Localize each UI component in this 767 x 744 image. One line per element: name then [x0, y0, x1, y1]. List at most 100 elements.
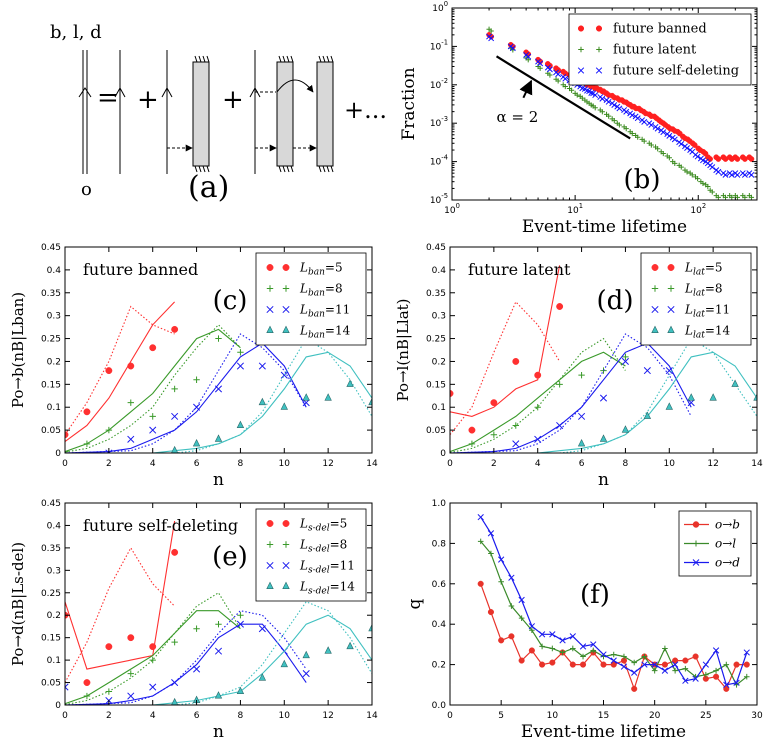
data-point-x	[651, 661, 658, 668]
y-tick-label: 0.2	[432, 661, 446, 671]
data-point-plus	[534, 404, 541, 411]
data-point-plus	[266, 285, 274, 292]
panel-label: (d)	[597, 286, 634, 316]
data-point-plus	[635, 134, 641, 140]
legend-label: o→b	[715, 518, 740, 532]
data-point-x	[620, 663, 628, 670]
data-point-plus	[105, 426, 113, 434]
y-tick-label: 0.1	[47, 656, 61, 666]
data-point-plus	[672, 667, 678, 674]
data-point-x	[508, 574, 515, 581]
chart-panel-e: 0 2 4 6 8 10 12 14 0 0.05 0.1 0.15 0.2 0.25 0.3 0.35 0.4…	[9, 499, 378, 742]
x-tick-label: 100	[444, 202, 460, 216]
series-dotted-line	[174, 601, 372, 705]
data-point-triangle	[171, 445, 179, 453]
data-point-x	[682, 677, 689, 684]
series-future-self-deleting	[486, 33, 755, 178]
x-tick-label: 12	[322, 711, 333, 721]
data-point-x	[280, 371, 288, 379]
plot-area-b	[486, 26, 755, 200]
data-point-x	[266, 305, 274, 314]
data-point-triangle	[192, 438, 201, 447]
x-tick-label: 0	[62, 711, 68, 721]
legend-item: Ls-del=8	[266, 538, 347, 555]
x-tick-label: 4	[535, 459, 541, 469]
data-point-triangle	[236, 420, 245, 429]
series-Ls-del=5	[65, 520, 179, 687]
x-tick-label: 5	[498, 711, 504, 721]
series-Lban=11	[65, 333, 310, 453]
data-point-x	[660, 129, 667, 136]
panel-title: future latent	[468, 260, 571, 279]
data-point-x	[537, 60, 544, 67]
data-point-plus	[508, 603, 515, 609]
data-point-dot	[518, 657, 525, 664]
y-axis-label: q	[405, 598, 425, 609]
x-axis-label: Event-time lifetime	[522, 217, 687, 237]
data-point-triangle	[258, 397, 267, 406]
y-tick-label: 10-5	[430, 192, 448, 206]
series-Llat=11	[450, 333, 695, 453]
data-point-x	[709, 164, 716, 171]
legend: future banned future latent future self-de…	[568, 13, 752, 86]
data-point-dot	[468, 426, 476, 434]
data-point-x	[715, 168, 722, 175]
data-point-plus	[215, 621, 222, 628]
data-point-dot	[83, 679, 91, 687]
data-point-dot	[83, 408, 91, 416]
data-point-x	[509, 45, 516, 52]
panel-title: future self-deleting	[83, 516, 238, 535]
data-point-plus	[722, 194, 729, 200]
data-point-plus	[709, 189, 715, 195]
data-point-plus	[599, 109, 605, 115]
data-point-dot	[498, 637, 505, 644]
x-axis-label: n	[213, 722, 224, 742]
x-tick-label: 20	[649, 711, 661, 721]
data-point-x	[600, 651, 607, 658]
data-point-dot	[490, 399, 498, 407]
data-point-x	[665, 367, 673, 375]
bubble-box-2	[276, 61, 294, 167]
chart-panel-c: 0 2 4 6 8 10 12 14 0 0.05 0.1 0.15 0.2 0.25 0.3 0.35 0.4…	[9, 243, 378, 490]
data-point-x	[671, 661, 679, 668]
y-axis-label: Po→b(nB|Lban)	[9, 292, 27, 408]
x-tick-label: 4	[150, 711, 156, 721]
series-solid-line	[65, 610, 241, 705]
data-point-x	[556, 421, 564, 430]
y-tick-label: 0.2	[47, 611, 61, 621]
data-point-plus	[562, 83, 568, 90]
legend-item: Lban=8	[266, 282, 343, 299]
data-point-x	[599, 95, 606, 102]
y-tick-label: 1.0	[432, 499, 447, 509]
data-point-plus	[171, 638, 178, 646]
equals-sign: =	[97, 83, 119, 113]
legend-label: Llat=8	[684, 282, 723, 299]
y-tick-label: 10-1	[430, 38, 448, 52]
legend-box	[640, 252, 752, 346]
data-point-triangle	[236, 686, 245, 695]
y-tick-label: 0.1	[432, 403, 446, 413]
x-tick-label: 8	[238, 459, 244, 469]
x-tick-label: 30	[751, 711, 763, 721]
data-point-x	[258, 362, 266, 370]
data-point-plus	[282, 285, 290, 292]
series-dotted-line	[65, 592, 241, 705]
x-tick-label: 10	[664, 459, 676, 469]
x-tick-label: 12	[707, 459, 718, 469]
data-point-x	[641, 118, 648, 125]
data-point-x	[578, 412, 586, 420]
x-tick-label: 10	[547, 711, 559, 721]
x-tick-label: 2	[106, 459, 112, 469]
data-point-x	[648, 122, 655, 128]
data-point-dot	[171, 325, 179, 333]
legend-item: o→b	[684, 518, 740, 532]
data-point-x	[605, 98, 612, 105]
series-o→d	[477, 513, 750, 688]
legend-item: Ls-del=5	[266, 517, 347, 534]
data-point-plus	[468, 440, 476, 448]
y-tick-label: 0.15	[426, 380, 446, 390]
data-point-triangle	[324, 646, 332, 654]
data-point-plus	[666, 155, 672, 161]
series-solid-line	[65, 623, 307, 705]
data-point-x	[525, 53, 532, 60]
